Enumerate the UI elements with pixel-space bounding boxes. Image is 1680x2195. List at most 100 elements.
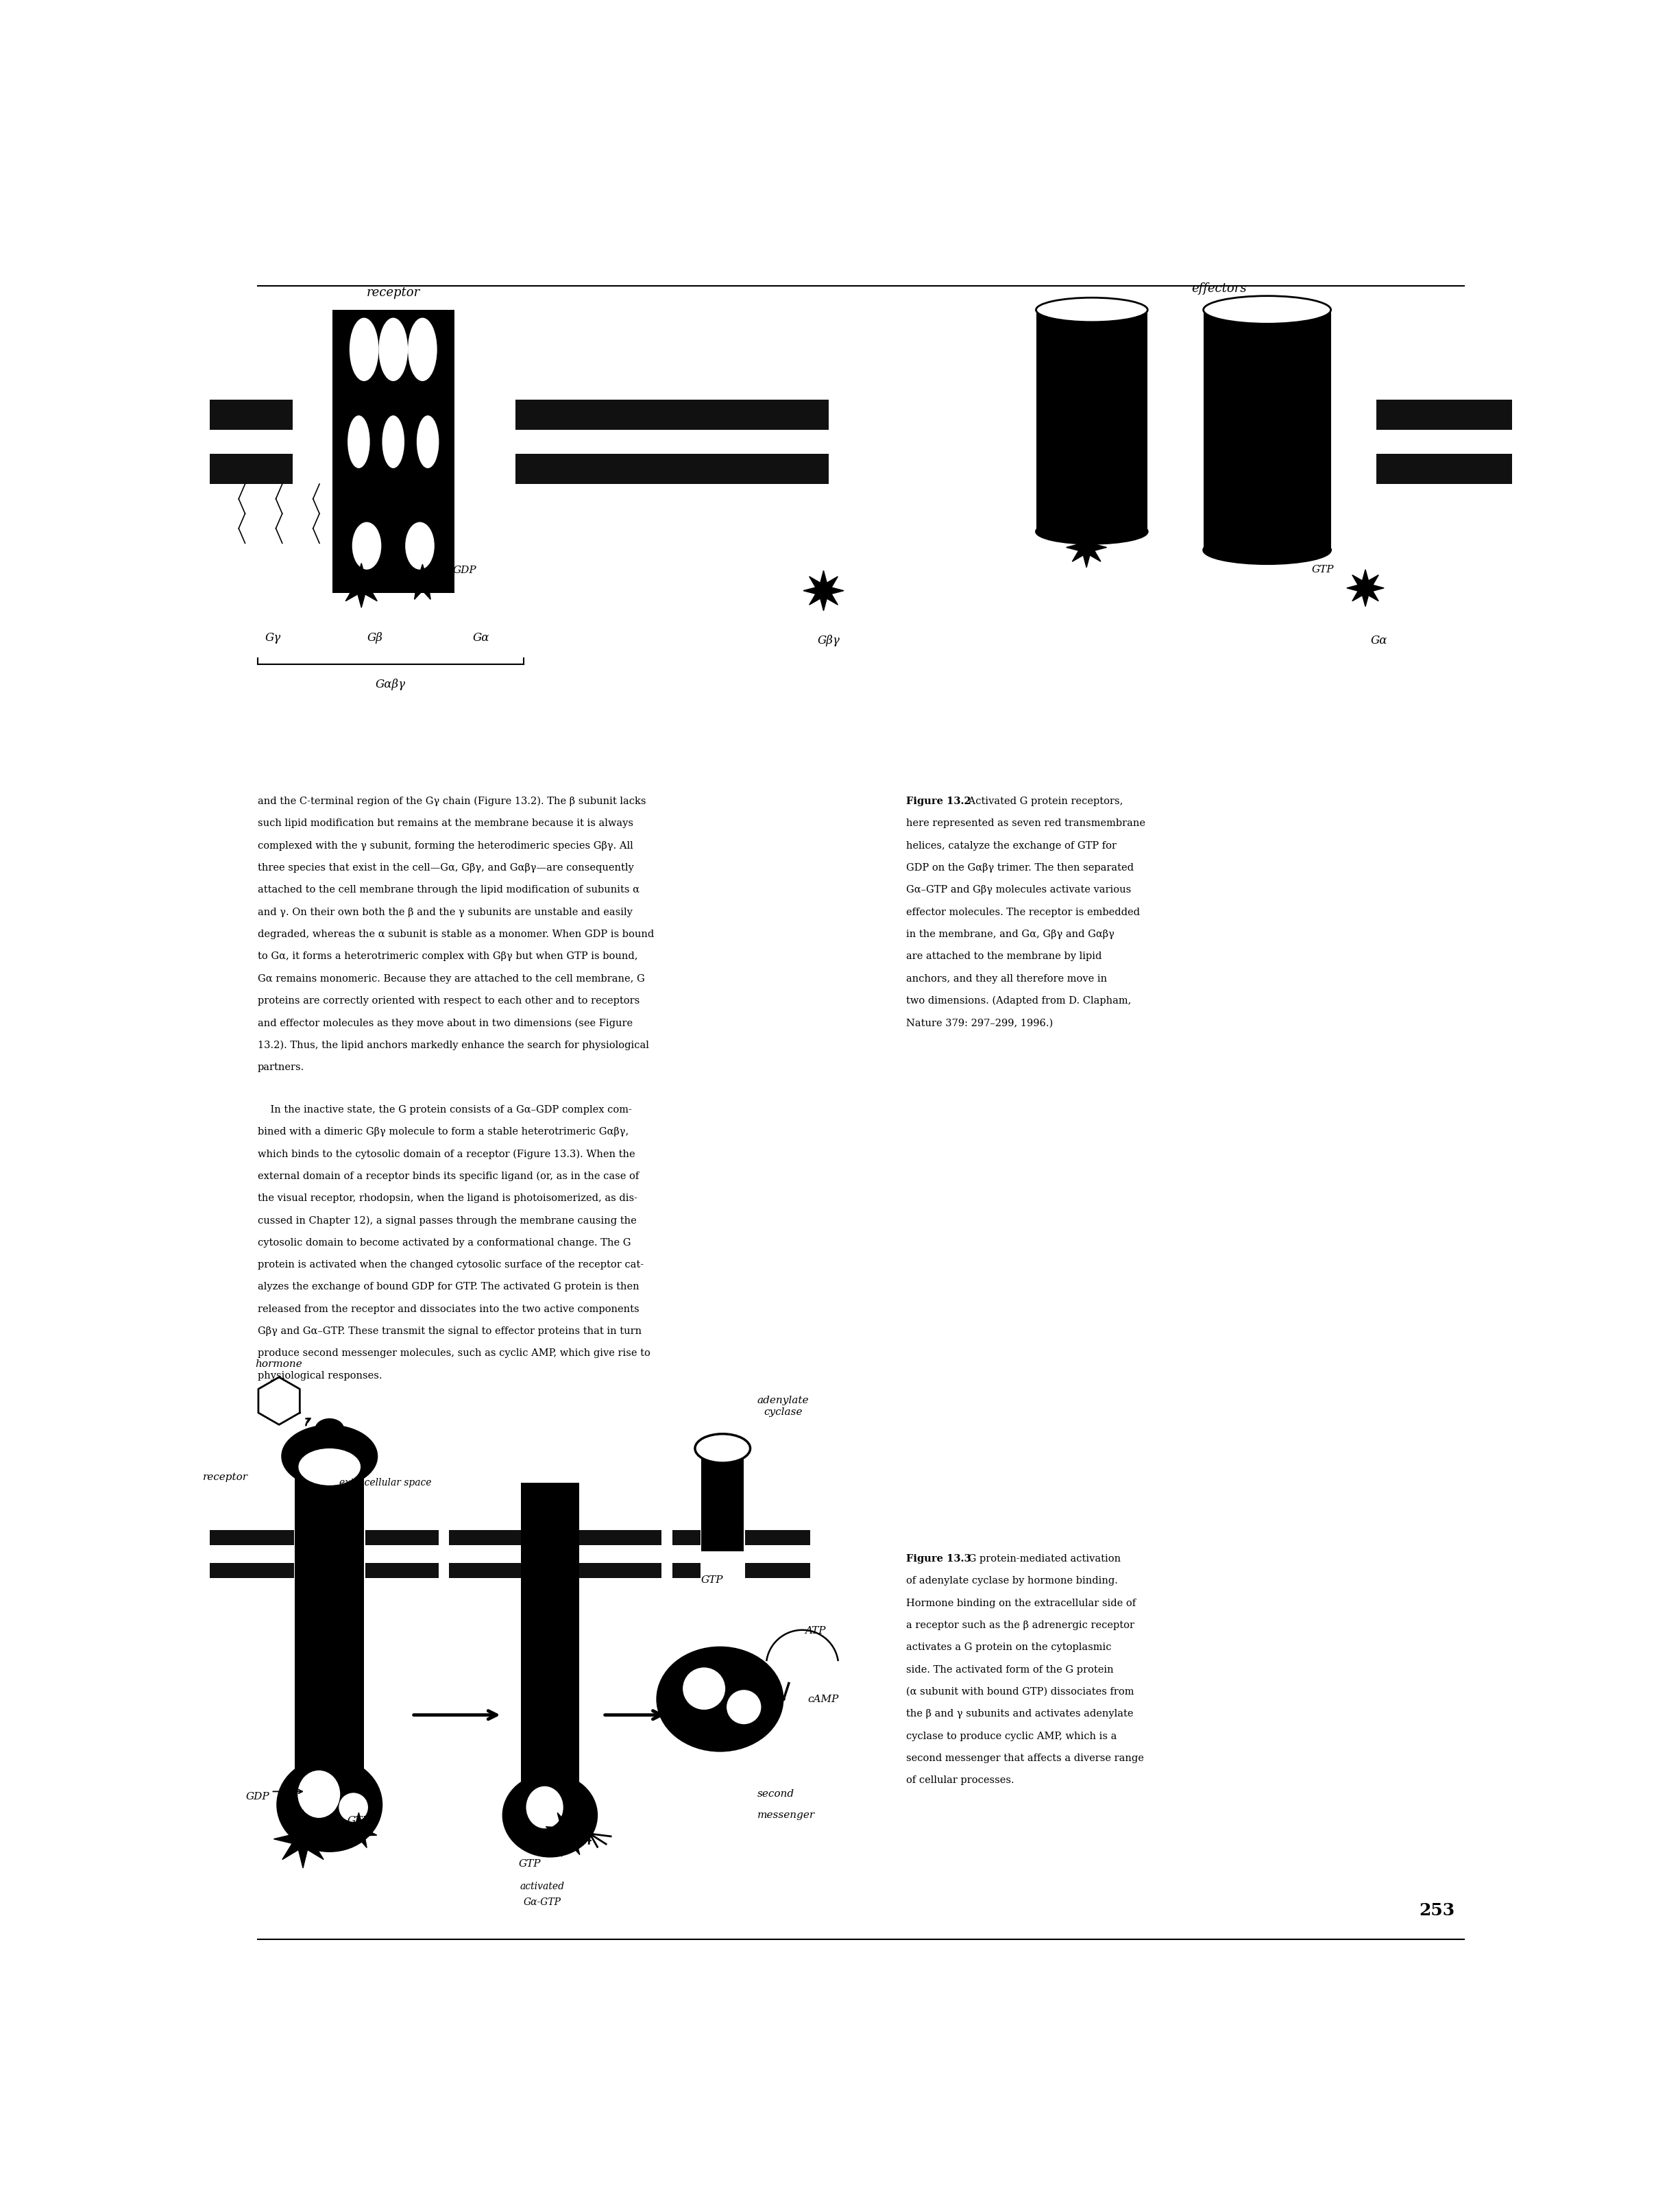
Text: GTP: GTP bbox=[519, 1859, 541, 1868]
Text: Gβγ and Gα–GTP. These transmit the signal to effector proteins that in turn: Gβγ and Gα–GTP. These transmit the signa… bbox=[257, 1326, 642, 1337]
Text: effectors: effectors bbox=[1191, 283, 1247, 294]
Text: of cellular processes.: of cellular processes. bbox=[906, 1776, 1015, 1785]
Bar bbox=[1203, 430, 1331, 454]
Ellipse shape bbox=[657, 1646, 783, 1752]
Ellipse shape bbox=[696, 1433, 751, 1462]
Polygon shape bbox=[405, 564, 440, 599]
Text: to Gα, it forms a heterotrimeric complex with Gβγ but when GTP is bound,: to Gα, it forms a heterotrimeric complex… bbox=[257, 953, 638, 961]
Bar bbox=[672, 1563, 701, 1578]
Ellipse shape bbox=[297, 1771, 339, 1817]
Ellipse shape bbox=[727, 1690, 761, 1725]
Text: Gβγ: Gβγ bbox=[818, 634, 840, 648]
Text: which binds to the cytosolic domain of a receptor (Figure 13.3). When the: which binds to the cytosolic domain of a… bbox=[257, 1150, 635, 1159]
Text: such lipid modification but remains at the membrane because it is always: such lipid modification but remains at t… bbox=[257, 819, 633, 828]
Text: GDP: GDP bbox=[454, 566, 477, 575]
Text: 253: 253 bbox=[1420, 1903, 1455, 1918]
Text: Nature 379: 297–299, 1996.): Nature 379: 297–299, 1996.) bbox=[906, 1018, 1053, 1027]
Text: activates a G protein on the cytoplasmic: activates a G protein on the cytoplasmic bbox=[906, 1642, 1110, 1653]
Text: side. The activated form of the G protein: side. The activated form of the G protei… bbox=[906, 1664, 1114, 1675]
Bar bbox=[1037, 454, 1147, 485]
Bar bbox=[519, 1545, 580, 1563]
Polygon shape bbox=[1347, 569, 1384, 606]
Ellipse shape bbox=[348, 415, 370, 468]
Text: (α subunit with bound GTP) dissociates from: (α subunit with bound GTP) dissociates f… bbox=[906, 1688, 1134, 1697]
Text: Gα: Gα bbox=[1371, 634, 1388, 648]
Text: effector molecules. The receptor is embedded: effector molecules. The receptor is embe… bbox=[906, 907, 1139, 918]
Bar bbox=[516, 454, 828, 485]
Text: GTP: GTP bbox=[701, 1576, 722, 1585]
Ellipse shape bbox=[299, 1449, 361, 1486]
Ellipse shape bbox=[314, 1418, 344, 1440]
Text: in the membrane, and Gα, Gβγ and Gαβγ: in the membrane, and Gα, Gβγ and Gαβγ bbox=[906, 928, 1114, 939]
Text: 13.2). Thus, the lipid anchors markedly enhance the search for physiological: 13.2). Thus, the lipid anchors markedly … bbox=[257, 1040, 648, 1049]
Text: proteins are correctly oriented with respect to each other and to receptors: proteins are correctly oriented with res… bbox=[257, 997, 640, 1005]
Bar bbox=[333, 309, 454, 593]
Text: bined with a dimeric Gβγ molecule to form a stable heterotrimeric Gαβγ,: bined with a dimeric Gβγ molecule to for… bbox=[257, 1126, 628, 1137]
Text: Hormone binding on the extracellular side of: Hormone binding on the extracellular sid… bbox=[906, 1598, 1136, 1609]
Text: Gα remains monomeric. Because they are attached to the cell membrane, G: Gα remains monomeric. Because they are a… bbox=[257, 975, 645, 983]
Bar bbox=[296, 1436, 365, 1837]
Bar bbox=[365, 1563, 438, 1578]
Text: two dimensions. (Adapted from D. Clapham,: two dimensions. (Adapted from D. Clapham… bbox=[906, 997, 1131, 1005]
Text: G protein-mediated activation: G protein-mediated activation bbox=[966, 1554, 1121, 1563]
Ellipse shape bbox=[1037, 520, 1147, 544]
Ellipse shape bbox=[1203, 296, 1331, 325]
Text: GTP: GTP bbox=[1312, 564, 1334, 575]
Text: adenylate
cyclase: adenylate cyclase bbox=[758, 1396, 808, 1416]
Text: three species that exist in the cell—Gα, Gβγ, and Gαβγ—are consequently: three species that exist in the cell—Gα,… bbox=[257, 863, 633, 874]
Bar bbox=[1038, 454, 1070, 485]
Text: receptor: receptor bbox=[366, 285, 420, 299]
Polygon shape bbox=[341, 1813, 376, 1848]
Ellipse shape bbox=[502, 1774, 598, 1857]
Bar bbox=[1376, 454, 1512, 485]
Text: second: second bbox=[758, 1789, 795, 1800]
Ellipse shape bbox=[277, 1758, 383, 1853]
Text: and γ. On their own both the β and the γ subunits are unstable and easily: and γ. On their own both the β and the γ… bbox=[257, 907, 633, 918]
Text: helices, catalyze the exchange of GTP for: helices, catalyze the exchange of GTP fo… bbox=[906, 841, 1116, 849]
Text: here represented as seven red transmembrane: here represented as seven red transmembr… bbox=[906, 819, 1146, 828]
Bar bbox=[1376, 399, 1512, 430]
Text: extracellular space: extracellular space bbox=[339, 1477, 432, 1488]
Text: GDP: GDP bbox=[245, 1791, 269, 1802]
Text: Gγ: Gγ bbox=[265, 632, 281, 643]
Text: Gα–GTP and Gβγ molecules activate various: Gα–GTP and Gβγ molecules activate variou… bbox=[906, 885, 1131, 896]
Polygon shape bbox=[803, 571, 843, 610]
Text: are attached to the membrane by lipid: are attached to the membrane by lipid bbox=[906, 953, 1102, 961]
Text: the β and γ subunits and activates adenylate: the β and γ subunits and activates adeny… bbox=[906, 1710, 1132, 1719]
Text: cyclase to produce cyclic AMP, which is a: cyclase to produce cyclic AMP, which is … bbox=[906, 1732, 1117, 1741]
Text: partners.: partners. bbox=[257, 1062, 304, 1071]
Bar bbox=[210, 1563, 294, 1578]
Ellipse shape bbox=[381, 415, 405, 468]
Bar bbox=[1203, 309, 1331, 551]
Text: protein is activated when the changed cytosolic surface of the receptor cat-: protein is activated when the changed cy… bbox=[257, 1260, 643, 1269]
Bar bbox=[701, 1451, 744, 1552]
Bar bbox=[449, 1563, 519, 1578]
Bar bbox=[744, 1563, 810, 1578]
Text: Activated G protein receptors,: Activated G protein receptors, bbox=[966, 797, 1124, 806]
Text: ATP: ATP bbox=[805, 1626, 827, 1635]
Bar bbox=[580, 1530, 662, 1545]
Text: In the inactive state, the G protein consists of a Gα–GDP complex com-: In the inactive state, the G protein con… bbox=[257, 1104, 632, 1115]
Bar bbox=[210, 1545, 294, 1563]
Text: degraded, whereas the α subunit is stable as a monomer. When GDP is bound: degraded, whereas the α subunit is stabl… bbox=[257, 928, 654, 939]
Polygon shape bbox=[339, 564, 383, 608]
Text: a receptor such as the β adrenergic receptor: a receptor such as the β adrenergic rece… bbox=[906, 1620, 1134, 1631]
Bar bbox=[1038, 430, 1070, 454]
Ellipse shape bbox=[526, 1787, 563, 1828]
Ellipse shape bbox=[1037, 299, 1147, 323]
Text: Figure 13.3: Figure 13.3 bbox=[906, 1554, 971, 1563]
Bar bbox=[210, 454, 292, 485]
Text: physiological responses.: physiological responses. bbox=[257, 1372, 383, 1381]
Text: messenger: messenger bbox=[758, 1811, 815, 1820]
Text: cAMP: cAMP bbox=[808, 1695, 838, 1703]
Bar bbox=[210, 430, 292, 454]
Text: cytosolic domain to become activated by a conformational change. The G: cytosolic domain to become activated by … bbox=[257, 1238, 632, 1247]
Text: hormone: hormone bbox=[255, 1359, 302, 1370]
Ellipse shape bbox=[682, 1668, 726, 1710]
Bar bbox=[516, 430, 828, 454]
Text: Gα-GTP: Gα-GTP bbox=[522, 1896, 561, 1907]
Bar bbox=[1037, 430, 1147, 454]
Text: GDP on the Gαβγ trimer. The then separated: GDP on the Gαβγ trimer. The then separat… bbox=[906, 863, 1134, 874]
Text: GTP: GTP bbox=[348, 1815, 370, 1826]
Ellipse shape bbox=[1203, 536, 1331, 564]
